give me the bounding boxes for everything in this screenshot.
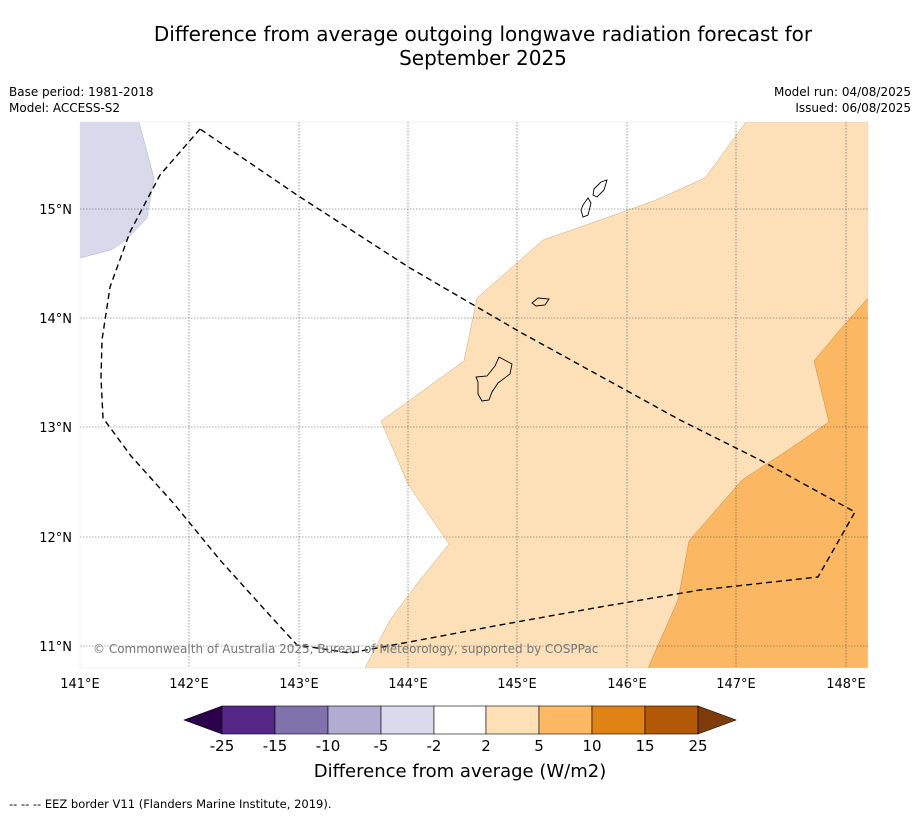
guam-island	[475, 356, 513, 402]
colorbar-tick-label: 15	[635, 737, 654, 755]
longitude-label: 147°E	[716, 677, 756, 692]
latitude-label: 15°N	[39, 203, 72, 218]
colorbar-segment	[327, 705, 382, 735]
anomaly-region-orange	[647, 297, 868, 668]
latitude-label: 11°N	[39, 640, 72, 655]
colorbar-tick-label: 5	[534, 737, 544, 755]
base-period: Base period: 1981-2018	[9, 85, 154, 99]
colorbar-segment	[591, 705, 646, 735]
anomaly-region-negative	[80, 122, 155, 259]
metadata-left: Base period: 1981-2018 Model: ACCESS-S2	[9, 84, 154, 116]
colorbar-tick-label: 10	[582, 737, 601, 755]
colorbar-tick-label: 2	[481, 737, 491, 755]
colorbar-extend-low	[183, 705, 223, 735]
longitude-label: 143°E	[279, 677, 319, 692]
latitude-label: 14°N	[39, 312, 72, 327]
tinian-island	[580, 197, 592, 218]
latitude-labels: 15°N 14°N 13°N 12°N 11°N	[39, 203, 72, 655]
colorbar-label: Difference from average (W/m2)	[313, 761, 607, 782]
map-gridlines	[80, 122, 868, 668]
colorbar: -25 -15 -10 -5 -2 2 5 10 15 25	[183, 705, 737, 755]
longitude-label: 145°E	[497, 677, 537, 692]
latitude-label: 12°N	[39, 531, 72, 546]
title-line-1: Difference from average outgoing longwav…	[153, 22, 813, 46]
longitude-labels: 141°E 142°E 143°E 144°E 145°E 146°E 147°E 148°E	[60, 677, 866, 692]
map-plot-area: © Commonwealth of Australia 2025, Bureau…	[80, 122, 868, 668]
colorbar-extend-high	[697, 705, 737, 735]
map-frame	[79, 121, 869, 669]
issued-date: Issued: 06/08/2025	[795, 101, 911, 115]
colorbar-segment	[485, 705, 540, 735]
latitude-label: 13°N	[39, 421, 72, 436]
longitude-label: 144°E	[388, 677, 428, 692]
colorbar-segment	[221, 705, 276, 735]
copyright-notice: © Commonwealth of Australia 2025, Bureau…	[93, 642, 598, 656]
eez-footnote: -- -- -- EEZ border V11 (Flanders Marine…	[9, 797, 332, 811]
colorbar-tick-label: -10	[316, 737, 341, 755]
colorbar-segment	[380, 705, 435, 735]
colorbar-tick-label: 25	[688, 737, 707, 755]
chart-title: Difference from average outgoing longwav…	[80, 22, 886, 70]
longitude-label: 142°E	[169, 677, 209, 692]
rota-island	[531, 297, 550, 307]
longitude-label: 141°E	[60, 677, 100, 692]
model-run: Model run: 04/08/2025	[773, 85, 911, 99]
colorbar-tick-label: -15	[263, 737, 288, 755]
longitude-label: 146°E	[607, 677, 647, 692]
colorbar-segment	[644, 705, 699, 735]
colorbar-tick-label: -2	[427, 737, 442, 755]
colorbar-tick-label: -25	[210, 737, 235, 755]
colorbar-segment	[433, 705, 487, 735]
colorbar-segment	[538, 705, 593, 735]
colorbar-tick-label: -5	[374, 737, 389, 755]
model-name: Model: ACCESS-S2	[9, 101, 121, 115]
saipan-island	[592, 179, 608, 198]
title-line-2: September 2025	[399, 46, 567, 70]
islands	[475, 179, 608, 402]
eez-border	[100, 128, 856, 654]
metadata-right: Model run: 04/08/2025 Issued: 06/08/2025	[774, 84, 911, 116]
colorbar-segment	[274, 705, 329, 735]
longitude-label: 148°E	[826, 677, 866, 692]
